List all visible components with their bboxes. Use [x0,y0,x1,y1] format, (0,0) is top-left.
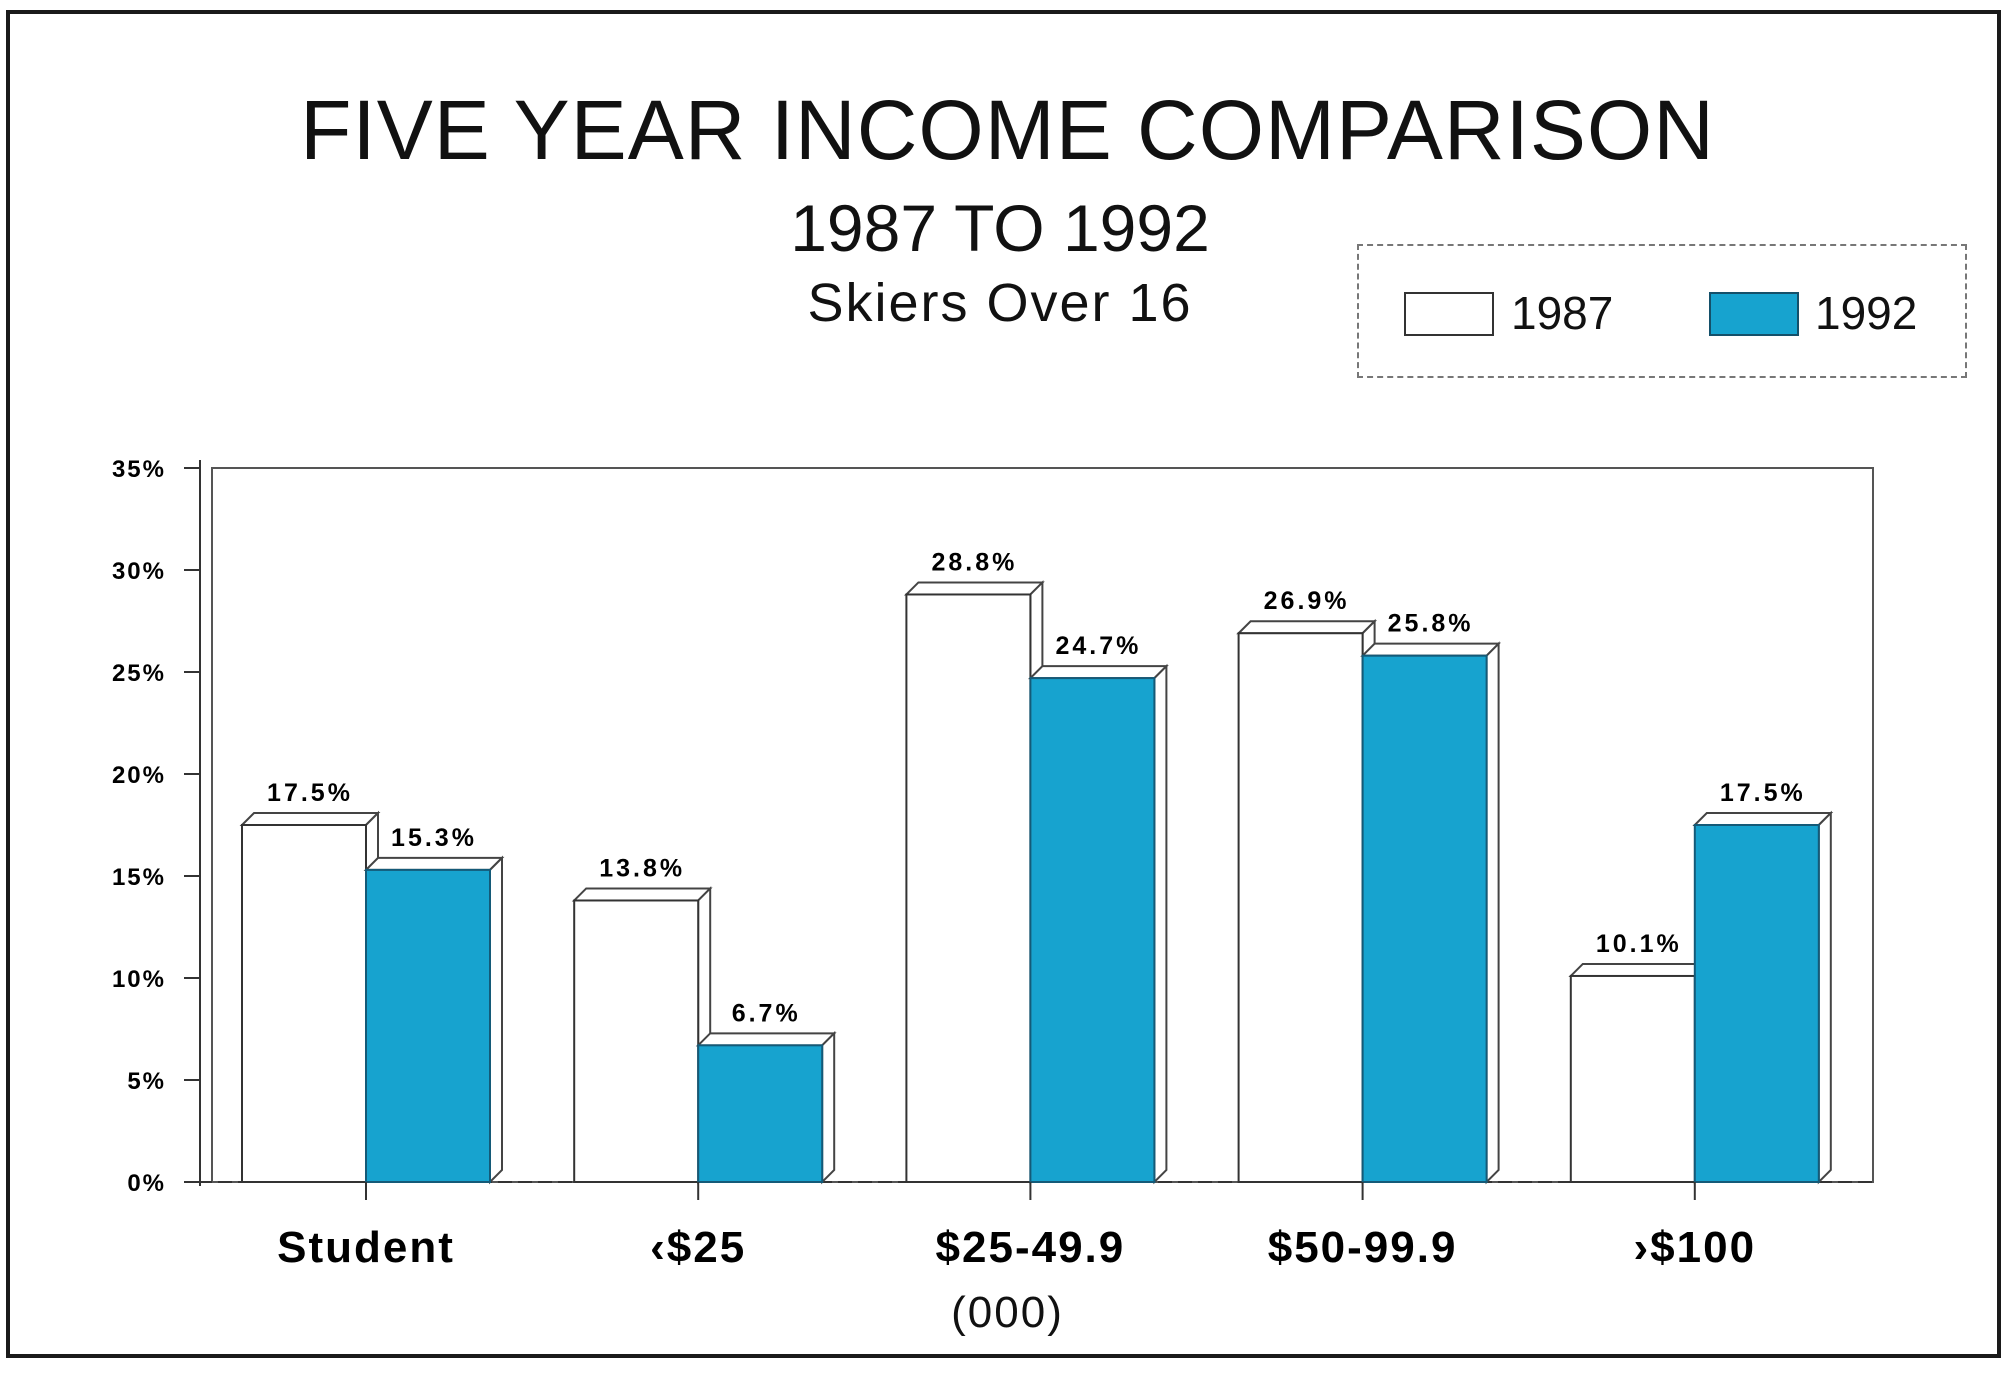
bar-top-face [1236,620,1378,635]
bar-1987-2 [905,593,1032,1183]
legend-label-1987: 1987 [1511,287,1614,339]
y-tick-label: 20% [112,762,166,789]
data-label: 25.8% [1388,610,1474,638]
data-label: 17.5% [267,779,353,807]
bar-top-face [571,887,713,902]
bar-top-face [695,1032,837,1047]
data-label: 26.9% [1264,587,1350,615]
x-tick-label: ‹$25 [650,1223,746,1272]
data-label: 24.7% [1055,632,1141,660]
y-tick-label: 10% [112,966,166,993]
chart-title: FIVE YEAR INCOME COMPARISON [300,83,1715,177]
bar-1992-2 [1029,677,1156,1183]
bar-side-face [489,855,503,1185]
legend: 1987 1992 [1357,244,1967,378]
chart-subtitle: 1987 TO 1992 [790,191,1210,265]
data-label: 17.5% [1720,779,1806,807]
bar-side-face [1153,663,1168,1185]
bar-1992-1 [697,1044,824,1183]
data-label: 13.8% [599,854,685,882]
bar-top-face [239,812,381,826]
y-tick-label: 35% [112,456,166,483]
y-tick-label: 0% [127,1170,166,1197]
bar-side-face [1485,641,1500,1185]
bar-side-face [821,1030,836,1185]
bar-top-face [903,581,1045,596]
data-label: 10.1% [1596,930,1682,958]
x-axis-unit-label: (000) [951,1288,1064,1337]
bar-top-face [1027,665,1169,680]
chart-subtitle-secondary: Skiers Over 16 [807,273,1193,333]
legend-swatch-1987 [1404,292,1494,336]
bar-1992-3 [1361,654,1488,1183]
bar-1992-4 [1693,824,1820,1183]
y-tick-label: 25% [112,660,166,687]
data-label: 15.3% [391,824,477,852]
data-label: 28.8% [931,548,1017,576]
data-label: 6.7% [732,999,801,1027]
bar-top-face [363,856,505,871]
bar-1987-0 [241,824,367,1183]
bar-top-face [1692,812,1834,826]
bar-1987-1 [573,899,700,1183]
bar-top-face [1360,642,1502,657]
y-tick-label: 15% [112,864,166,891]
x-tick-label: $50-99.9 [1268,1223,1458,1272]
x-tick-label: Student [277,1223,455,1272]
bar-top-face [1568,962,1710,977]
x-tick-label: ›$100 [1634,1223,1757,1272]
y-tick-label: 5% [127,1068,166,1095]
bar-1987-3 [1237,632,1364,1183]
y-tick-label: 30% [112,558,166,585]
x-tick-label: $25-49.9 [936,1223,1126,1272]
bar-1992-0 [365,868,491,1183]
bar-1987-4 [1569,974,1696,1184]
bar-side-face [1817,810,1832,1185]
legend-label-1992: 1992 [1815,287,1918,339]
legend-swatch-1992 [1709,292,1799,336]
